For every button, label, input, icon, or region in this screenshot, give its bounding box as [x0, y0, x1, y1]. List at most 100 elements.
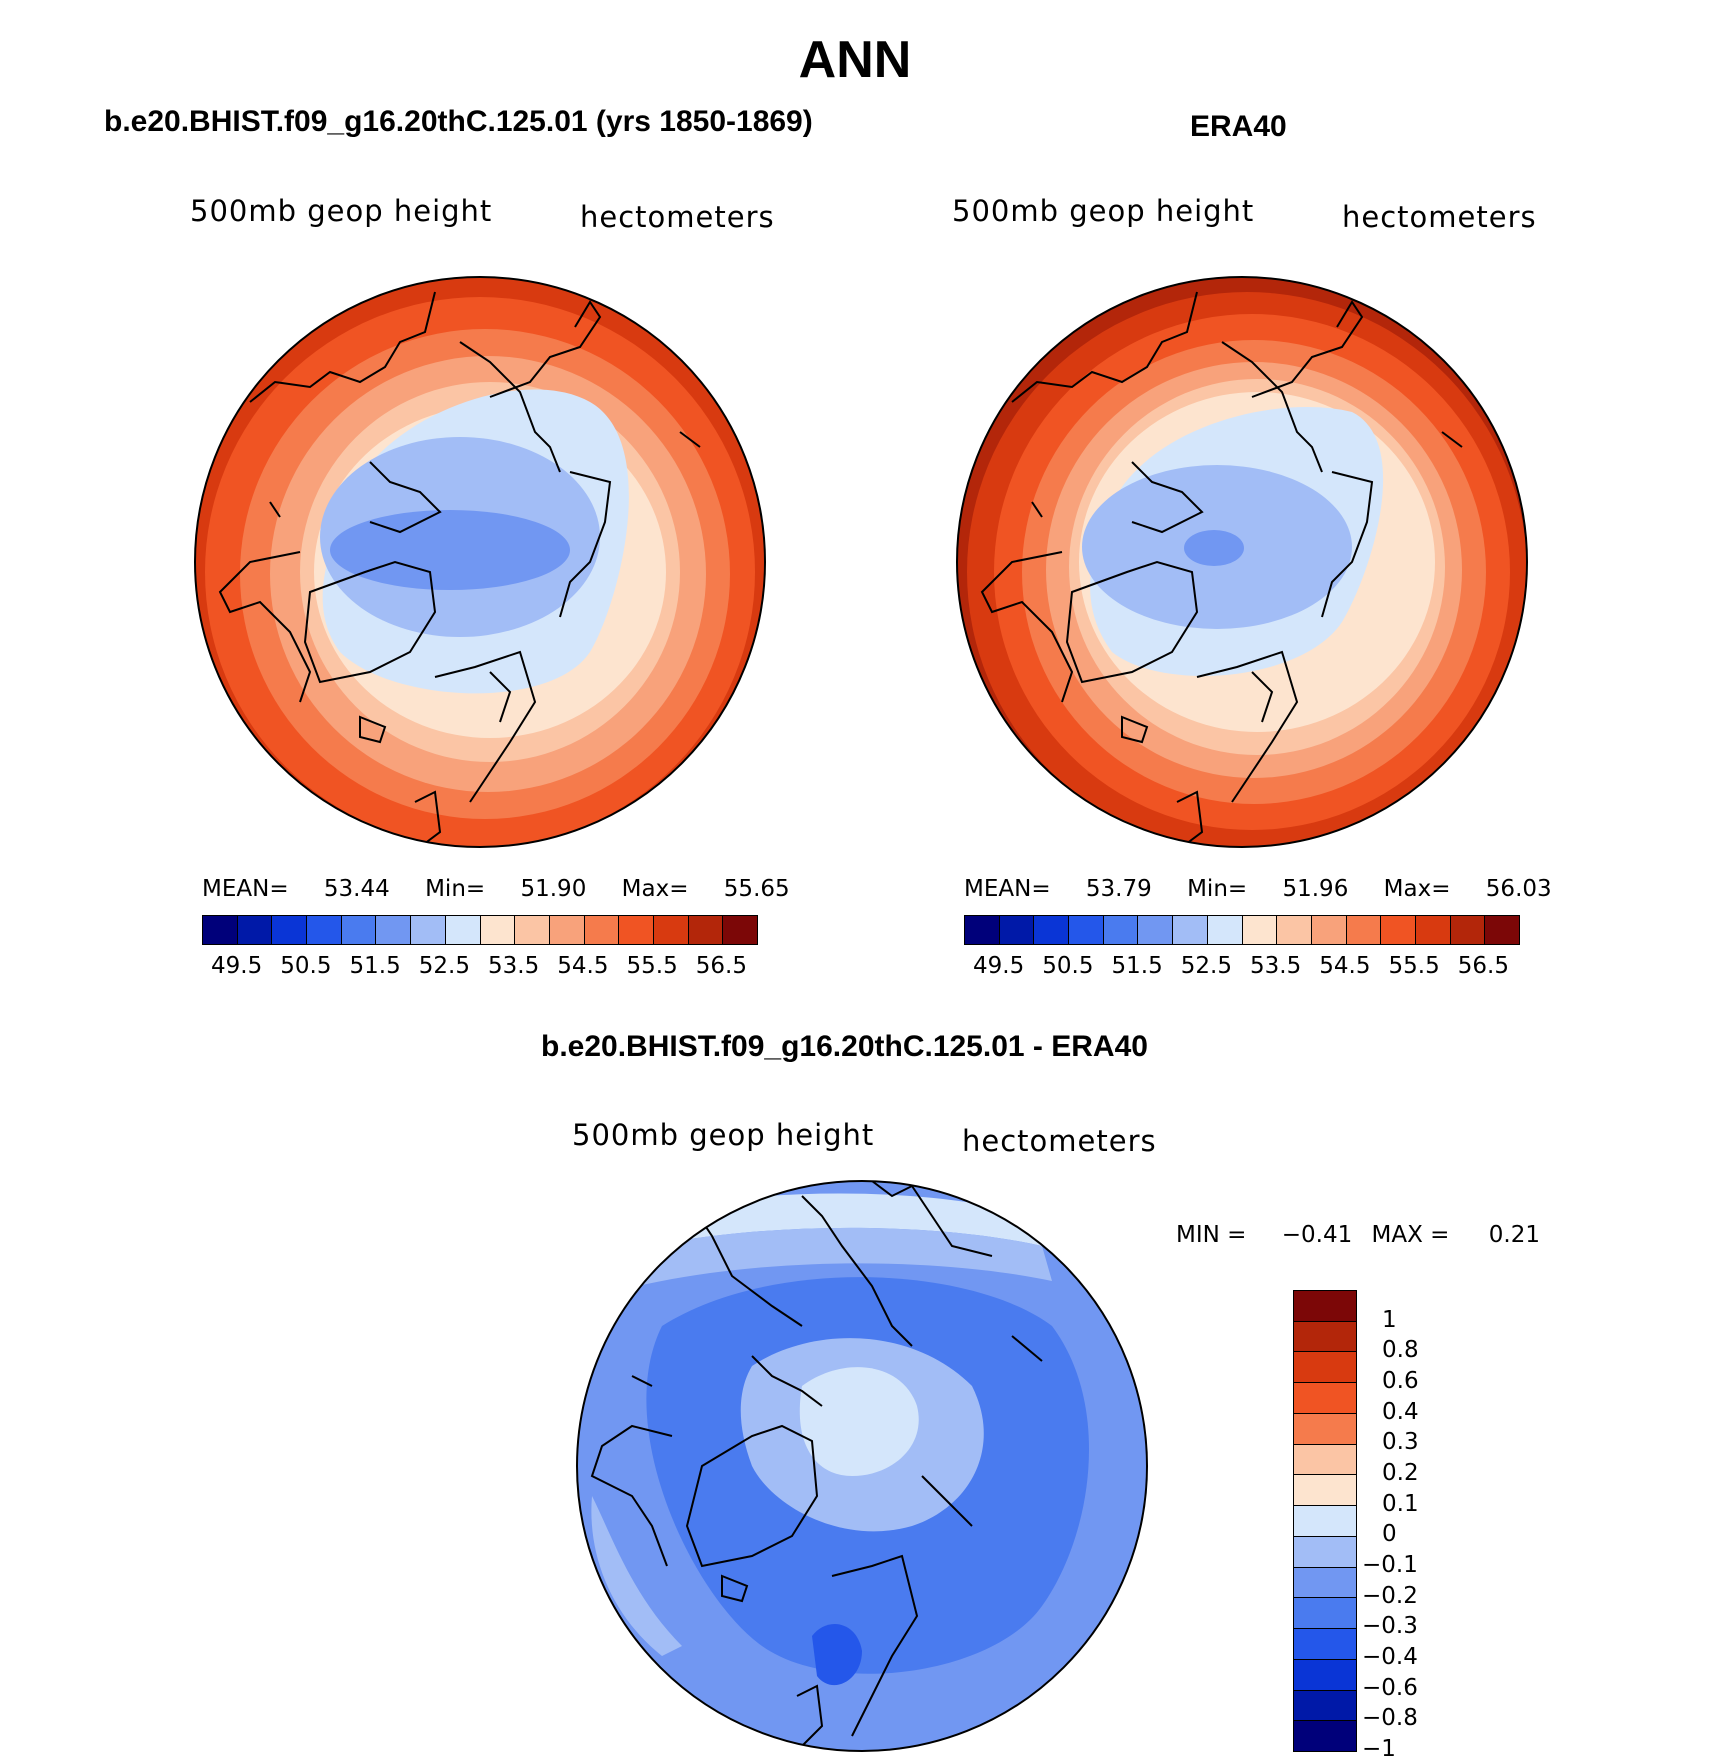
colorbar-swatch: [445, 916, 481, 944]
obs-mean-label: MEAN=: [964, 876, 1051, 902]
model-stats: MEAN= 53.44 Min= 51.90 Max= 55.65: [202, 876, 790, 902]
diff-stats: MIN = −0.41 MAX = 0.21: [1176, 1222, 1540, 1248]
colorbar-swatch: [1294, 1659, 1356, 1691]
colorbar-tick-label: 0.2: [1382, 1460, 1419, 1486]
colorbar-swatch: [1207, 916, 1243, 944]
colorbar-swatch: [1450, 916, 1486, 944]
colorbar-tick-label: 0.3: [1382, 1429, 1419, 1456]
colorbar-swatch: [1138, 916, 1174, 944]
colorbar-swatch: [1415, 916, 1451, 944]
model-min-value: 51.90: [520, 876, 587, 902]
model-field-label: 500mb geop height: [190, 194, 493, 228]
colorbar-tick-label: 54.5: [557, 953, 609, 979]
obs-colorbar: [964, 915, 1520, 945]
colorbar-swatch: [1381, 916, 1416, 944]
colorbar-swatch: [1311, 916, 1347, 944]
colorbar-tick-label: −0.4: [1362, 1644, 1418, 1670]
colorbar-swatch: [1294, 1413, 1356, 1445]
colorbar-tick-label: 51.5: [349, 953, 401, 979]
colorbar-tick-label: 52.5: [418, 953, 470, 979]
diff-max-value: 0.21: [1488, 1222, 1540, 1248]
model-polar-map: [194, 276, 766, 848]
colorbar-swatch: [1294, 1690, 1356, 1722]
colorbar-swatch: [411, 916, 446, 944]
colorbar-tick-label: −0.6: [1362, 1674, 1418, 1701]
colorbar-tick-label: 1: [1382, 1306, 1397, 1333]
obs-min-value: 51.96: [1282, 876, 1349, 902]
colorbar-swatch: [1294, 1444, 1356, 1476]
colorbar-tick-label: −0.3: [1362, 1613, 1418, 1640]
obs-max-value: 56.03: [1485, 876, 1552, 902]
colorbar-swatch: [999, 916, 1035, 944]
colorbar-swatch: [1294, 1629, 1356, 1660]
diff-field-label: 500mb geop height: [572, 1118, 875, 1152]
model-max-label: Max=: [621, 876, 689, 902]
obs-mean-value: 53.79: [1085, 876, 1152, 902]
colorbar-tick-label: −0.8: [1362, 1705, 1418, 1732]
colorbar-swatch: [1294, 1721, 1356, 1752]
colorbar-tick-label: 49.5: [211, 953, 263, 979]
diff-max-label: MAX =: [1371, 1222, 1450, 1248]
colorbar-tick-label: 0.8: [1382, 1337, 1419, 1364]
colorbar-swatch: [1103, 916, 1139, 944]
obs-min-label: Min=: [1187, 876, 1248, 902]
colorbar-swatch: [1277, 916, 1312, 944]
model-colorbar: [202, 915, 758, 945]
colorbar-swatch: [1294, 1352, 1356, 1384]
colorbar-tick-label: 49.5: [973, 953, 1025, 979]
colorbar-swatch: [515, 916, 550, 944]
colorbar-swatch: [1294, 1536, 1356, 1568]
colorbar-tick-label: 0.1: [1382, 1490, 1419, 1517]
diff-polar-map: [576, 1180, 1148, 1752]
obs-max-label: Max=: [1383, 876, 1451, 902]
colorbar-tick-label: 55.5: [626, 953, 678, 979]
colorbar-swatch: [1346, 916, 1382, 944]
colorbar-swatch: [688, 916, 724, 944]
model-units-label: hectometers: [580, 200, 775, 234]
colorbar-swatch: [549, 916, 585, 944]
colorbar-swatch: [203, 916, 238, 944]
colorbar-swatch: [307, 916, 342, 944]
colorbar-swatch: [1069, 916, 1104, 944]
colorbar-tick-label: 55.5: [1388, 953, 1440, 979]
diff-panel-title: b.e20.BHIST.f09_g16.20thC.125.01 - ERA40: [541, 1030, 1148, 1063]
obs-polar-map: [956, 276, 1528, 848]
colorbar-swatch: [723, 916, 757, 944]
colorbar-tick-label: 50.5: [280, 953, 332, 979]
model-min-label: Min=: [425, 876, 486, 902]
diff-min-value: −0.41: [1281, 1222, 1353, 1248]
colorbar-swatch: [1294, 1506, 1356, 1537]
figure-title: ANN: [798, 31, 912, 89]
colorbar-swatch: [1294, 1291, 1356, 1322]
colorbar-swatch: [1294, 1567, 1356, 1599]
model-max-value: 55.65: [723, 876, 790, 902]
colorbar-tick-label: 0: [1382, 1521, 1397, 1548]
colorbar-swatch: [584, 916, 620, 944]
colorbar-tick-label: 54.5: [1319, 953, 1371, 979]
model-panel-title: b.e20.BHIST.f09_g16.20thC.125.01 (yrs 18…: [104, 105, 813, 138]
colorbar-swatch: [1485, 916, 1519, 944]
colorbar-swatch: [1034, 916, 1070, 944]
colorbar-tick-label: 51.5: [1111, 953, 1163, 979]
colorbar-tick-label: 53.5: [1250, 953, 1302, 979]
colorbar-swatch: [1294, 1321, 1356, 1353]
model-mean-value: 53.44: [323, 876, 390, 902]
obs-panel-title: ERA40: [1190, 110, 1287, 143]
colorbar-tick-label: −0.2: [1362, 1582, 1418, 1609]
colorbar-swatch: [1294, 1598, 1356, 1630]
colorbar-tick-label: 50.5: [1042, 953, 1094, 979]
colorbar-swatch: [1294, 1383, 1356, 1414]
colorbar-swatch: [341, 916, 377, 944]
model-mean-label: MEAN=: [202, 876, 289, 902]
obs-field-label: 500mb geop height: [952, 194, 1255, 228]
colorbar-swatch: [480, 916, 516, 944]
colorbar-tick-label: 0.4: [1382, 1398, 1419, 1425]
colorbar-tick-label: 53.5: [488, 953, 540, 979]
colorbar-swatch: [1294, 1475, 1356, 1507]
colorbar-swatch: [272, 916, 308, 944]
colorbar-tick-label: 0.6: [1382, 1368, 1419, 1394]
obs-stats: MEAN= 53.79 Min= 51.96 Max= 56.03: [964, 876, 1552, 902]
colorbar-tick-label: 56.5: [695, 953, 747, 979]
colorbar-swatch: [653, 916, 689, 944]
colorbar-tick-label: 56.5: [1457, 953, 1509, 979]
